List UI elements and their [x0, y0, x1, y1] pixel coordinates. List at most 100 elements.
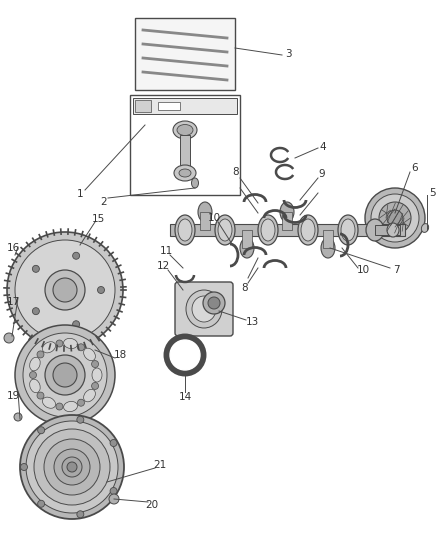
Circle shape	[365, 188, 425, 248]
Circle shape	[92, 383, 99, 390]
Text: 12: 12	[156, 261, 170, 271]
Bar	[200, 212, 210, 230]
Circle shape	[203, 292, 225, 314]
Bar	[242, 230, 252, 248]
Text: 10: 10	[208, 213, 221, 223]
Ellipse shape	[186, 290, 222, 328]
Circle shape	[67, 462, 77, 472]
Ellipse shape	[261, 219, 275, 241]
Ellipse shape	[198, 202, 212, 222]
Ellipse shape	[64, 338, 78, 349]
Circle shape	[54, 449, 90, 485]
Ellipse shape	[338, 215, 358, 245]
Text: 21: 21	[153, 460, 166, 470]
Bar	[170, 224, 405, 236]
Ellipse shape	[64, 401, 78, 411]
Circle shape	[32, 265, 39, 272]
Circle shape	[44, 439, 100, 495]
Text: 17: 17	[7, 297, 20, 307]
Text: 10: 10	[357, 265, 370, 275]
Ellipse shape	[175, 215, 195, 245]
Ellipse shape	[174, 165, 196, 181]
Ellipse shape	[42, 342, 56, 353]
Ellipse shape	[192, 296, 216, 322]
Text: 6: 6	[412, 163, 418, 173]
Circle shape	[387, 210, 403, 226]
Circle shape	[379, 202, 411, 234]
Circle shape	[56, 403, 63, 410]
Ellipse shape	[240, 238, 254, 258]
Ellipse shape	[84, 389, 95, 402]
FancyBboxPatch shape	[175, 282, 233, 336]
Ellipse shape	[280, 202, 294, 222]
Circle shape	[170, 340, 200, 370]
Circle shape	[15, 240, 115, 340]
Bar	[180, 135, 190, 173]
Circle shape	[45, 355, 85, 395]
Text: 18: 18	[113, 350, 127, 360]
Circle shape	[21, 464, 28, 471]
Text: 16: 16	[7, 243, 20, 253]
Circle shape	[23, 333, 107, 417]
Circle shape	[53, 278, 77, 302]
Circle shape	[45, 270, 85, 310]
Text: 5: 5	[429, 188, 435, 198]
Bar	[158, 102, 180, 110]
Ellipse shape	[173, 121, 197, 139]
Ellipse shape	[191, 178, 198, 188]
Ellipse shape	[387, 223, 399, 237]
Ellipse shape	[84, 348, 95, 361]
Circle shape	[4, 333, 14, 343]
Circle shape	[78, 344, 85, 351]
Circle shape	[73, 321, 80, 328]
Circle shape	[38, 427, 45, 434]
Ellipse shape	[258, 215, 278, 245]
Bar	[135, 100, 151, 112]
Text: 4: 4	[320, 142, 326, 152]
Circle shape	[109, 494, 119, 504]
Bar	[135, 18, 235, 90]
Text: 13: 13	[245, 317, 258, 327]
Ellipse shape	[366, 219, 384, 241]
Bar	[133, 98, 237, 114]
Ellipse shape	[92, 368, 102, 382]
Ellipse shape	[215, 215, 235, 245]
Ellipse shape	[421, 224, 429, 232]
Circle shape	[78, 399, 85, 406]
Ellipse shape	[178, 219, 192, 241]
Circle shape	[77, 511, 84, 518]
Circle shape	[56, 340, 63, 347]
Ellipse shape	[30, 357, 40, 371]
Bar	[323, 230, 333, 248]
Circle shape	[110, 440, 117, 447]
Text: 8: 8	[233, 167, 239, 177]
Text: 8: 8	[242, 283, 248, 293]
Text: 14: 14	[178, 392, 192, 402]
Circle shape	[53, 363, 77, 387]
Text: 11: 11	[159, 246, 173, 256]
Circle shape	[14, 413, 22, 421]
Circle shape	[371, 194, 419, 242]
Circle shape	[15, 325, 115, 425]
Text: 7: 7	[393, 265, 399, 275]
Circle shape	[110, 488, 117, 495]
Ellipse shape	[218, 219, 232, 241]
Ellipse shape	[177, 125, 193, 135]
Circle shape	[38, 500, 45, 507]
Ellipse shape	[179, 169, 191, 177]
Circle shape	[7, 232, 123, 348]
Ellipse shape	[321, 238, 335, 258]
Ellipse shape	[301, 219, 315, 241]
Circle shape	[37, 351, 44, 358]
Text: 3: 3	[285, 49, 291, 59]
Text: 9: 9	[319, 169, 325, 179]
Circle shape	[77, 416, 84, 423]
Circle shape	[37, 392, 44, 399]
Ellipse shape	[30, 379, 40, 393]
Circle shape	[26, 421, 118, 513]
Circle shape	[20, 415, 124, 519]
Circle shape	[62, 457, 82, 477]
Circle shape	[92, 360, 99, 368]
Ellipse shape	[298, 215, 318, 245]
Circle shape	[73, 252, 80, 259]
